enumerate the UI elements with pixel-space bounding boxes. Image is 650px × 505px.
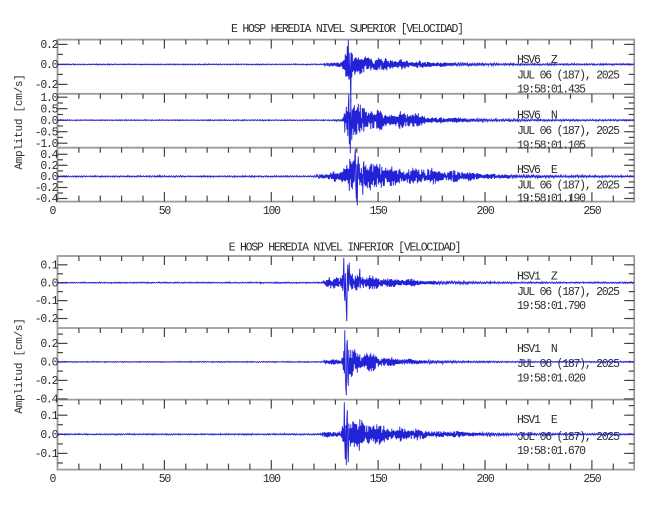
svg-text:HSV1 N: HSV1 N (517, 343, 557, 356)
svg-text:0.2: 0.2 (40, 39, 58, 52)
svg-text:-0.2: -0.2 (35, 313, 59, 326)
svg-text:100: 100 (263, 205, 281, 218)
svg-text:-0.4: -0.4 (35, 193, 59, 206)
svg-text:50: 50 (159, 205, 172, 218)
svg-text:0.0: 0.0 (40, 429, 58, 442)
svg-text:19:58:01.105: 19:58:01.105 (517, 139, 586, 152)
svg-text:19:58:01.190: 19:58:01.190 (517, 193, 586, 206)
svg-text:0: 0 (49, 473, 56, 486)
svg-text:0.0: 0.0 (40, 357, 58, 370)
svg-text:HSV6 E: HSV6 E (517, 164, 558, 177)
svg-text:0.0: 0.0 (40, 59, 58, 72)
svg-text:200: 200 (477, 473, 495, 486)
svg-text:-1.0: -1.0 (35, 138, 59, 151)
svg-text:150: 150 (370, 473, 388, 486)
svg-text:Amplitud [cm/s]: Amplitud [cm/s] (14, 74, 26, 169)
svg-text:JUL 06 (187), 2025: JUL 06 (187), 2025 (517, 125, 620, 138)
svg-text:1.0: 1.0 (40, 92, 58, 105)
svg-text:-0.2: -0.2 (35, 79, 59, 92)
svg-text:0.0: 0.0 (40, 277, 58, 290)
svg-text:150: 150 (370, 205, 388, 218)
svg-text:19:58:01.020: 19:58:01.020 (517, 373, 586, 386)
svg-text:19:58:01.435: 19:58:01.435 (517, 84, 586, 97)
svg-text:0.2: 0.2 (40, 338, 58, 351)
svg-text:0.5: 0.5 (40, 103, 58, 116)
svg-text:E HOSP HEREDIA NIVEL SUPERIOR: E HOSP HEREDIA NIVEL SUPERIOR [VELOCIDAD… (231, 23, 463, 36)
svg-text:-0.2: -0.2 (35, 182, 59, 195)
svg-text:0: 0 (49, 205, 56, 218)
svg-text:0.0: 0.0 (40, 171, 58, 184)
svg-text:HSV6 N: HSV6 N (517, 109, 557, 122)
svg-text:JUL 06 (187), 2025: JUL 06 (187), 2025 (517, 70, 620, 83)
svg-text:JUL 06 (187), 2025: JUL 06 (187), 2025 (517, 180, 620, 193)
svg-text:0.1: 0.1 (40, 410, 58, 423)
svg-text:100: 100 (263, 473, 281, 486)
svg-text:0.2: 0.2 (40, 160, 58, 173)
svg-text:19:58:01.790: 19:58:01.790 (517, 300, 586, 313)
svg-text:HSV1 Z: HSV1 Z (517, 270, 558, 283)
svg-text:JUL 06 (187), 2025: JUL 06 (187), 2025 (517, 358, 620, 371)
svg-text:200: 200 (477, 205, 495, 218)
svg-text:250: 250 (583, 205, 601, 218)
svg-text:-0.1: -0.1 (35, 295, 59, 308)
svg-text:HSV1 E: HSV1 E (517, 414, 558, 427)
svg-text:Amplitud [cm/s]: Amplitud [cm/s] (14, 318, 26, 413)
svg-text:-0.1: -0.1 (35, 448, 59, 461)
svg-text:-0.4: -0.4 (35, 394, 59, 407)
svg-text:-0.2: -0.2 (35, 375, 59, 388)
svg-text:50: 50 (159, 473, 172, 486)
svg-text:0.4: 0.4 (40, 149, 58, 162)
svg-text:-0.5: -0.5 (35, 126, 59, 139)
svg-text:250: 250 (583, 473, 601, 486)
svg-text:19:58:01.670: 19:58:01.670 (517, 445, 586, 458)
svg-text:JUL 06 (187), 2025: JUL 06 (187), 2025 (517, 286, 620, 299)
svg-text:JUL 06 (187), 2025: JUL 06 (187), 2025 (517, 431, 620, 444)
svg-text:0.1: 0.1 (40, 259, 58, 272)
svg-text:0.0: 0.0 (40, 115, 58, 128)
svg-text:E HOSP HEREDIA NIVEL INFERIOR: E HOSP HEREDIA NIVEL INFERIOR [VELOCIDAD… (229, 242, 461, 255)
